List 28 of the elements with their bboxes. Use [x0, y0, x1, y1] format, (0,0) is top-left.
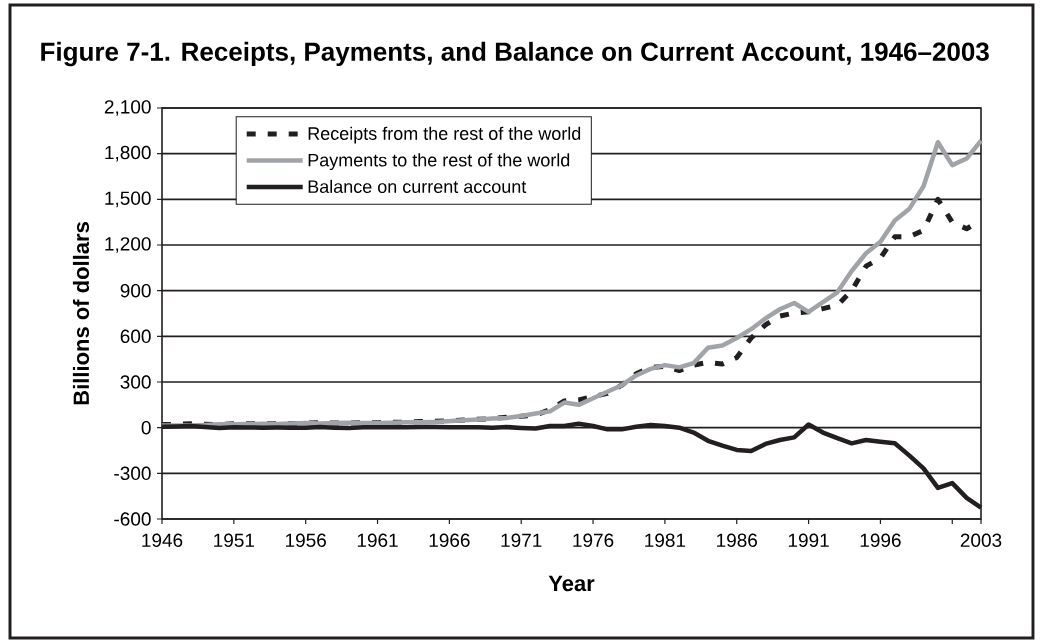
x-tick-label: 1991	[788, 533, 829, 547]
x-tick-label: 1971	[501, 533, 542, 547]
y-tick-label: -600	[114, 512, 151, 526]
x-axis-title: Year	[548, 575, 595, 592]
chart-title: Figure 7-1. Receipts, Payments, and Balance on Current Account, 1946–2003	[41, 41, 989, 67]
x-tick-label: 1951	[214, 533, 255, 547]
x-tick-label: 1976	[573, 533, 614, 547]
y-tick-label: 900	[120, 283, 151, 298]
x-tick-label: 1966	[429, 533, 470, 547]
y-tick-label: 0	[141, 420, 151, 435]
y-tick-label: -300	[114, 466, 151, 481]
x-tick-label: 1946	[142, 533, 183, 547]
y-tick-label: 1,800	[105, 145, 151, 162]
x-tick-label: 1956	[286, 533, 326, 547]
y-tick-label: 300	[120, 375, 151, 389]
x-tick-label: 2003	[960, 533, 1002, 547]
legend-label: Payments to the rest of the world	[308, 153, 570, 171]
legend-label: Receipts from the rest of the world	[308, 126, 581, 144]
y-tick-label: 600	[120, 329, 151, 344]
legend-label: Balance on current account	[308, 179, 527, 194]
x-tick-label: 1986	[717, 533, 758, 547]
y-axis-title: Billions of dollars	[72, 222, 90, 405]
x-tick-label: 1981	[645, 533, 686, 547]
y-tick-label: 1,200	[105, 237, 151, 253]
y-tick-label: 2,100	[104, 100, 151, 116]
x-tick-label: 1996	[860, 533, 901, 547]
x-tick-label: 1961	[357, 533, 398, 547]
y-tick-label: 1,500	[105, 191, 151, 208]
